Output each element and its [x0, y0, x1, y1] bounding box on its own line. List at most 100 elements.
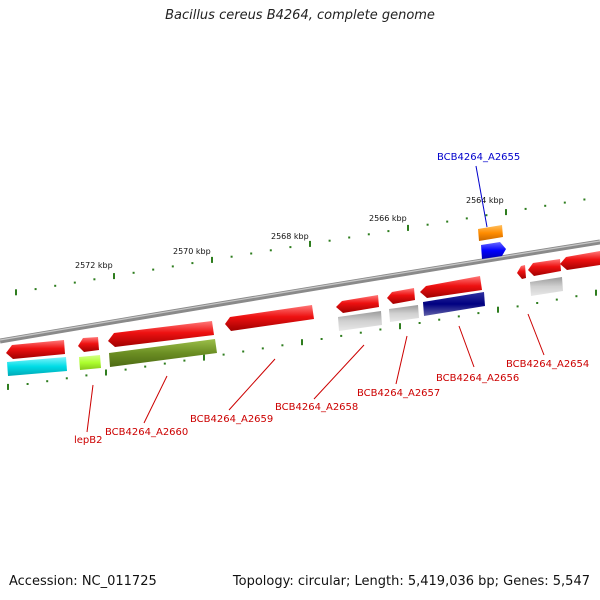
ruler-minor-tick: [65, 377, 68, 380]
ruler-minor-tick: [26, 383, 29, 385]
feature-navy[interactable]: [423, 292, 485, 316]
ruler-major-tick: [497, 306, 499, 313]
ruler-minor-tick: [426, 223, 429, 226]
feature-lime[interactable]: [79, 355, 101, 370]
ruler-minor-tick: [242, 350, 245, 353]
ruler-major-tick: [309, 240, 311, 247]
ruler-minor-tick: [575, 295, 578, 298]
gene-label-A2659[interactable]: BCB4264_A2659: [190, 414, 273, 425]
ruler-label-2564: 2564 kbp: [466, 196, 504, 205]
ruler-minor-tick: [387, 230, 390, 233]
ruler-minor-tick: [359, 331, 362, 334]
ruler-label-2566: 2566 kbp: [369, 214, 407, 223]
feature-grey-A2657[interactable]: [389, 305, 419, 322]
ruler-minor-tick: [73, 281, 76, 284]
ruler-major-tick: [595, 289, 597, 296]
accession-text: Accession: NC_011725: [9, 574, 157, 589]
ruler-minor-tick: [583, 198, 586, 201]
gene-label-A2657[interactable]: BCB4264_A2657: [357, 388, 440, 399]
ruler-minor-tick: [261, 347, 264, 350]
gene-label-A2658[interactable]: BCB4264_A2658: [275, 402, 358, 413]
ruler-minor-tick: [563, 201, 566, 204]
gene-label-A2655[interactable]: BCB4264_A2655: [437, 152, 520, 163]
ruler-minor-tick: [269, 249, 272, 252]
gene-arrow-A2653[interactable]: [560, 251, 600, 270]
ruler-minor-tick: [85, 374, 88, 377]
gene-arrow-A2660[interactable]: [108, 321, 214, 347]
ruler-minor-tick: [163, 362, 166, 365]
gene-arrow-A2660a[interactable]: [78, 337, 99, 352]
genome-summary-text: Topology: circular; Length: 5,419,036 bp…: [232, 574, 590, 589]
ruler-minor-tick: [132, 271, 135, 274]
ruler-major-tick: [15, 289, 17, 296]
ruler-minor-tick: [54, 284, 57, 287]
ruler-minor-tick: [465, 217, 468, 220]
label-leaders: [86, 165, 545, 433]
ruler-minor-tick: [340, 334, 343, 337]
ruler-minor-tick: [485, 214, 488, 217]
ruler-minor-tick: [328, 239, 331, 242]
ruler-minor-tick: [367, 233, 370, 236]
ruler-major-tick: [301, 339, 303, 346]
ruler-minor-tick: [183, 359, 186, 362]
feature-olive[interactable]: [109, 339, 217, 367]
feature-grey-A2654[interactable]: [530, 277, 563, 296]
ruler-minor-tick: [438, 318, 441, 321]
ruler-minor-tick: [348, 236, 351, 239]
ruler-minor-tick: [152, 268, 155, 271]
gene-arrow-A2654[interactable]: [528, 259, 561, 276]
ruler-label-2568: 2568 kbp: [271, 232, 309, 241]
ruler-minor-tick: [250, 252, 253, 255]
ruler-minor-tick: [516, 305, 519, 308]
gene-arrow-A2658[interactable]: [336, 295, 379, 313]
ruler-ticks-bottom: [7, 289, 597, 390]
gene-arrow-small[interactable]: [517, 265, 526, 279]
ruler-label-2570: 2570 kbp: [173, 247, 211, 256]
ruler-minor-tick: [191, 262, 194, 265]
feature-grey-A2658[interactable]: [338, 311, 382, 331]
ruler-major-tick: [105, 369, 107, 376]
genome-backbone: [0, 239, 600, 344]
ruler-minor-tick: [230, 255, 233, 258]
ruler-minor-tick: [93, 278, 96, 281]
feature-orange[interactable]: [478, 225, 503, 241]
ruler-minor-tick: [536, 302, 539, 304]
genome-backbone-highlight: [0, 240, 600, 341]
ruler-ticks-top: [15, 198, 586, 296]
gene-label-A2656[interactable]: BCB4264_A2656: [436, 373, 519, 384]
ruler-minor-tick: [281, 344, 284, 347]
ruler-major-tick: [203, 354, 205, 361]
gene-label-A2660[interactable]: BCB4264_A2660: [105, 427, 188, 438]
ruler-major-tick: [211, 256, 213, 263]
ruler-minor-tick: [477, 312, 480, 315]
ruler-major-tick: [113, 273, 115, 280]
ruler-minor-tick: [446, 220, 449, 223]
feature-track-upper: [6, 251, 600, 359]
ruler-minor-tick: [171, 265, 174, 268]
ruler-minor-tick: [379, 328, 382, 331]
gene-arrow-A2656[interactable]: [420, 276, 482, 298]
map-title: Bacillus cereus B4264, complete genome: [165, 8, 435, 23]
gene-arrow-A2659[interactable]: [225, 305, 314, 331]
ruler-minor-tick: [222, 353, 225, 356]
feature-cyan[interactable]: [7, 357, 67, 376]
ruler-major-tick: [7, 383, 9, 390]
gene-arrow-A2655[interactable]: [481, 242, 506, 259]
ruler-minor-tick: [34, 288, 37, 291]
ruler-minor-tick: [524, 207, 527, 210]
ruler-major-tick: [407, 224, 409, 231]
ruler-minor-tick: [289, 246, 292, 249]
ruler-major-tick: [505, 209, 507, 216]
ruler-minor-tick: [418, 322, 421, 324]
gene-arrow-lepB2[interactable]: [6, 340, 65, 359]
gene-arrow-A2657[interactable]: [387, 288, 415, 304]
gene-label-lepB2[interactable]: lepB2: [74, 435, 103, 446]
ruler-minor-tick: [457, 315, 460, 318]
ruler-minor-tick: [320, 338, 323, 340]
ruler-minor-tick: [144, 365, 147, 368]
ruler-minor-tick: [124, 368, 127, 371]
ruler-major-tick: [399, 323, 401, 330]
ruler-minor-tick: [544, 204, 547, 207]
gene-label-A2654[interactable]: BCB4264_A2654: [506, 359, 589, 370]
